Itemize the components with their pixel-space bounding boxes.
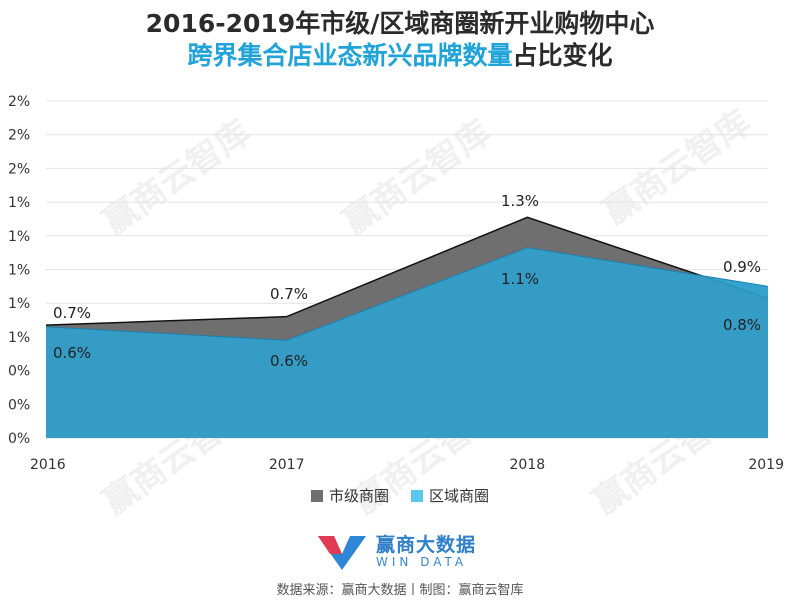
windata-logo: 赢商大数据 WIN DATA bbox=[316, 532, 476, 572]
area-chart: 0% 0% 0% 1% 1% 1% 1% 1% 2% 2% 2% 2016 2017 2018 2019 0.… bbox=[8, 94, 784, 473]
logo-name-cn: 赢商大数据 bbox=[376, 533, 477, 556]
line-regional bbox=[45, 247, 769, 341]
y-tick-label: 1% bbox=[8, 229, 30, 245]
y-tick-label: 1% bbox=[8, 263, 30, 279]
legend-item-regional: 区域商圈 bbox=[411, 485, 489, 506]
x-tick-label: 2019 bbox=[748, 457, 784, 473]
data-label-market: 0.7% bbox=[53, 304, 91, 322]
y-tick-label: 1% bbox=[8, 330, 30, 346]
data-label-regional: 0.6% bbox=[53, 344, 91, 362]
legend-swatch-market bbox=[310, 489, 323, 502]
x-tick-label: 2018 bbox=[510, 457, 546, 473]
legend-swatch-regional bbox=[411, 489, 423, 502]
data-label-market: 0.8% bbox=[723, 316, 761, 334]
logo-name-en: WIN DATA bbox=[376, 554, 468, 569]
legend-label-market: 市级商圈 bbox=[328, 487, 389, 505]
y-tick-label: 1% bbox=[8, 296, 30, 312]
x-tick-label: 2017 bbox=[269, 457, 305, 473]
y-tick-label: 2% bbox=[8, 161, 30, 177]
windata-logo-icon bbox=[318, 536, 366, 570]
y-tick-label: 2% bbox=[8, 94, 30, 110]
area-regional bbox=[46, 247, 768, 438]
data-label-regional: 0.9% bbox=[723, 258, 761, 276]
y-tick-label: 2% bbox=[8, 128, 30, 144]
chart-title-highlight: 跨界集合店业态新兴品牌数量 bbox=[187, 41, 513, 70]
data-label-regional: 1.1% bbox=[501, 270, 539, 288]
chart-title-line2: 跨界集合店业态新兴品牌数量占比变化 bbox=[0, 36, 800, 72]
data-label-regional: 0.6% bbox=[270, 352, 308, 370]
legend: 市级商圈 区域商圈 bbox=[0, 485, 800, 506]
y-tick-label: 0% bbox=[8, 397, 30, 413]
line-market bbox=[45, 216, 769, 326]
y-tick-label: 0% bbox=[8, 364, 30, 380]
source-note: 数据来源：赢商大数据丨制图：赢商云智库 bbox=[276, 583, 524, 598]
y-tick-label: 0% bbox=[8, 431, 30, 447]
data-label-market: 1.3% bbox=[501, 192, 539, 210]
data-label-market: 0.7% bbox=[270, 285, 308, 303]
legend-label-regional: 区域商圈 bbox=[429, 487, 490, 505]
y-tick-label: 1% bbox=[8, 195, 30, 211]
legend-item-market: 市级商圈 bbox=[310, 485, 389, 506]
x-tick-label: 2016 bbox=[30, 457, 66, 473]
chart-title-rest: 占比变化 bbox=[512, 41, 613, 70]
chart-title-line1: 2016-2019年市级/区域商圈新开业购物中心 bbox=[145, 9, 655, 38]
